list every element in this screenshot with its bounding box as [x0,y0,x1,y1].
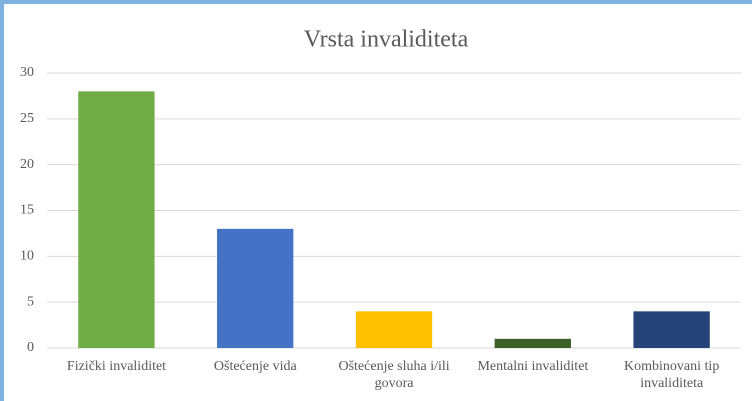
y-tick-label: 5 [27,294,34,309]
y-tick-label: 30 [20,65,34,80]
y-tick-label: 0 [27,340,34,355]
x-tick-label: Oštećenje vida [213,359,297,374]
x-tick-label: Kombinovani tip invaliditeta [624,359,720,391]
y-tick-label: 25 [20,111,34,126]
y-tick-label: 10 [20,249,34,264]
x-tick-label: Mentalni invaliditet [477,359,589,374]
x-tick-label: Fizički invaliditet [66,359,167,374]
chart-title: Vrsta invaliditeta [304,27,469,53]
x-tick-label: Oštećenje sluha i/ili govora [338,359,450,391]
bar [78,91,155,348]
bar [217,228,294,348]
bar [633,311,710,348]
chart: Vrsta invaliditeta 0 5 10 15 20 25 30 [20,27,741,355]
y-tick-label: 20 [20,157,34,172]
y-tick-label: 15 [20,203,34,218]
bar [355,311,433,348]
bar [494,338,571,348]
